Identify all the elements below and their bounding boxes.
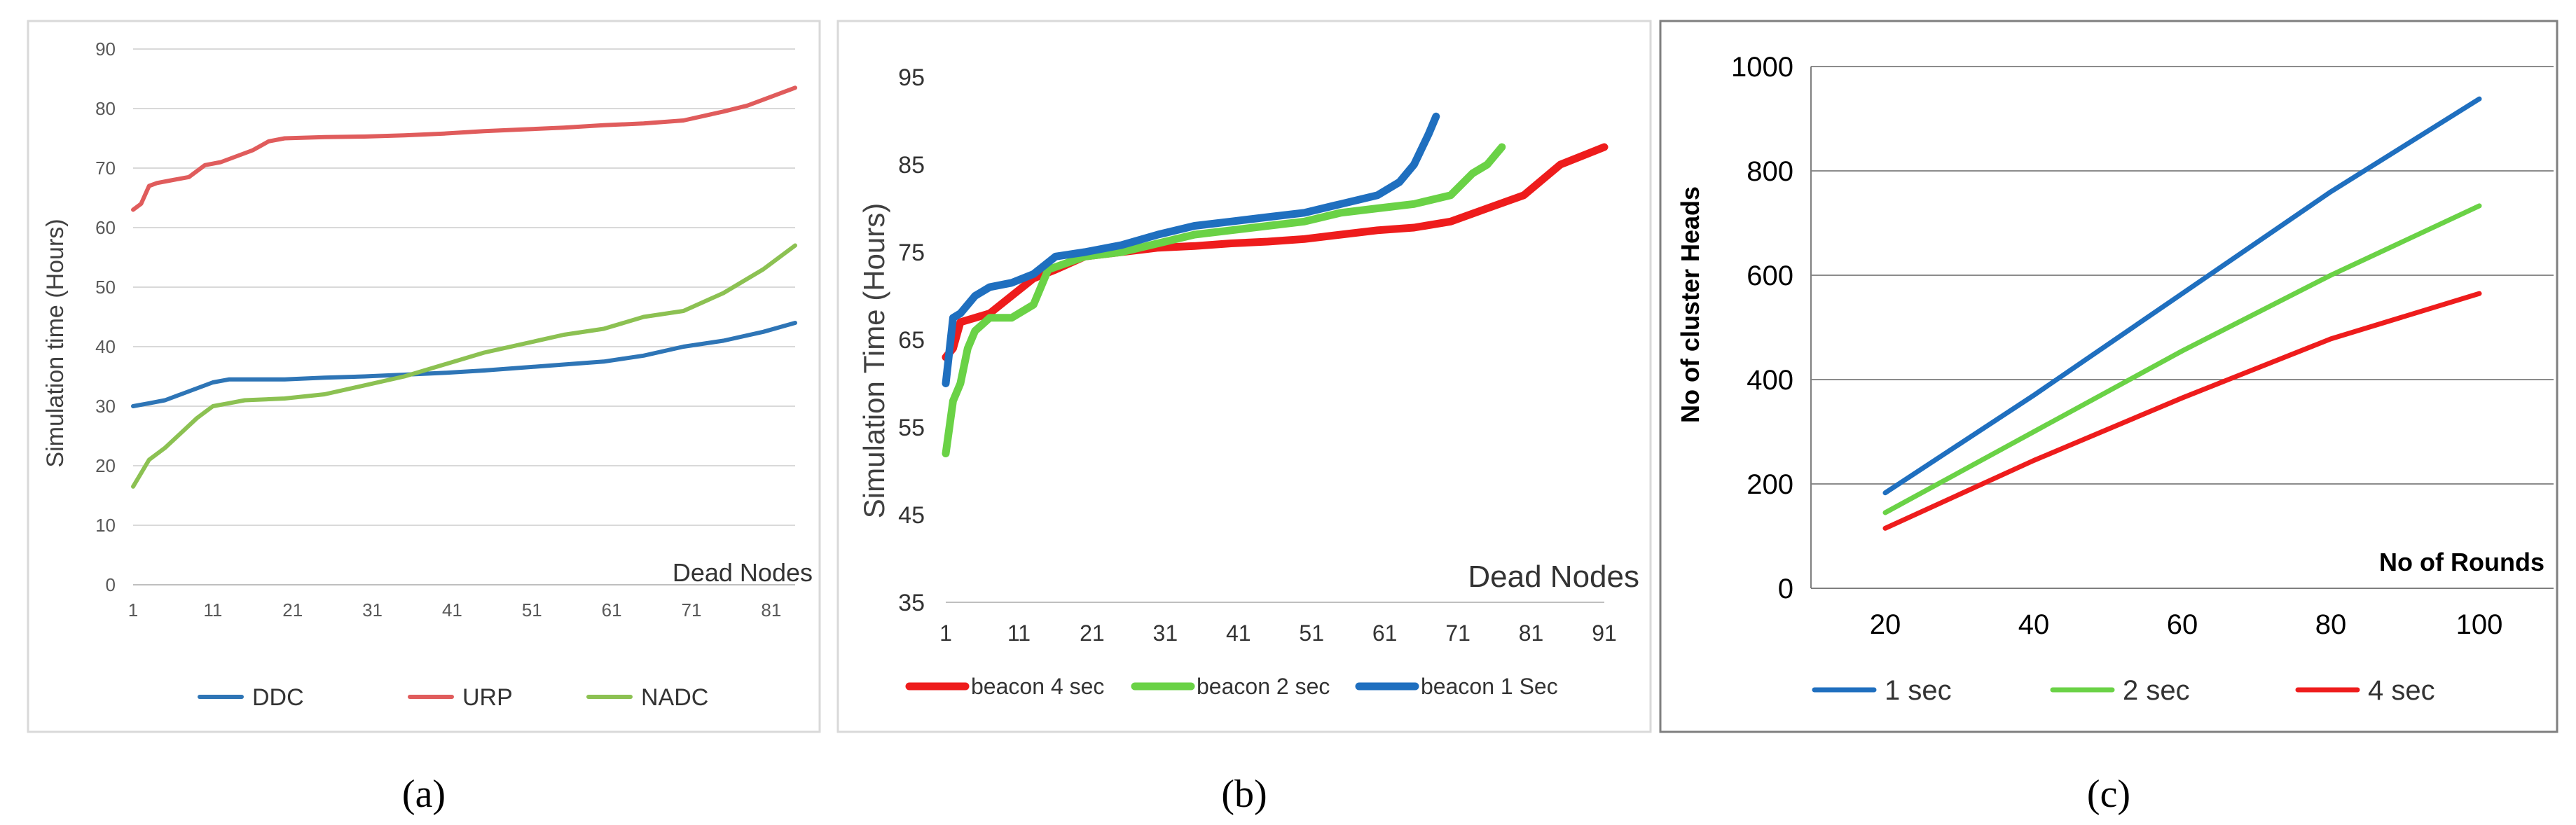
panel-a-series-ddc bbox=[131, 321, 797, 408]
panel-b-xtick-label: 31 bbox=[1153, 621, 1178, 646]
panel-a-ytick-label: 30 bbox=[95, 396, 116, 417]
panel-b-series-beacon-2-sec bbox=[942, 143, 1506, 457]
panel-b-xlabel: Dead Nodes bbox=[1468, 560, 1639, 594]
panel-b-xtick-label: 41 bbox=[1226, 621, 1251, 646]
panel-b-legend-label: beacon 2 sec bbox=[1197, 674, 1330, 699]
panel-b-xtick-label: 11 bbox=[1007, 621, 1031, 646]
panel-c-xtick-label: 80 bbox=[2315, 609, 2347, 640]
panel-c-series-1-sec bbox=[1882, 96, 2482, 496]
panel-a-ytick-label: 60 bbox=[95, 217, 116, 238]
panel-c-series-4-sec bbox=[1882, 291, 2482, 531]
caption-b: (b) bbox=[1221, 772, 1267, 816]
panel-b-series-beacon-4-sec bbox=[942, 143, 1609, 361]
panel-c-ylabel: No of cluster Heads bbox=[1676, 186, 1704, 423]
panel-b-ytick-label: 85 bbox=[898, 152, 925, 179]
panel-c-ytick-label: 400 bbox=[1747, 365, 1793, 396]
panel-a-ytick-label: 10 bbox=[95, 515, 116, 536]
panel-a-xtick-label: 31 bbox=[362, 599, 383, 621]
panel-b-legend-label: beacon 1 Sec bbox=[1421, 674, 1558, 699]
panel-b-legend-label: beacon 4 sec bbox=[971, 674, 1104, 699]
panel-b-ytick-label: 45 bbox=[898, 502, 925, 529]
panel-b-ytick-label: 35 bbox=[898, 590, 925, 616]
panel-c-legend-label: 2 sec bbox=[2123, 675, 2190, 706]
panel-a-series-nadc bbox=[131, 243, 797, 489]
panel-a-xtick-label: 41 bbox=[442, 599, 462, 621]
panel-b-xtick-label: 51 bbox=[1299, 621, 1324, 646]
panel-a-xlabel: Dead Nodes bbox=[673, 558, 813, 587]
panel-a-ytick-label: 20 bbox=[95, 455, 116, 476]
panel-a-frame bbox=[27, 20, 821, 733]
panel-c-xtick-label: 40 bbox=[2018, 609, 2050, 640]
panel-c-xtick-label: 20 bbox=[1870, 609, 1901, 640]
panel-b-xtick-label: 71 bbox=[1445, 621, 1470, 646]
panel-a-xtick-label: 61 bbox=[602, 599, 622, 621]
panel-b-ytick-label: 75 bbox=[898, 240, 925, 266]
panel-c-ytick-label: 0 bbox=[1778, 574, 1793, 604]
panel-a-xtick-label: 1 bbox=[128, 599, 138, 621]
panel-c-xlabel: No of Rounds bbox=[2379, 548, 2544, 576]
panel-b-series-beacon-1-sec bbox=[942, 112, 1440, 387]
panel-a-legend-label: DDC bbox=[252, 684, 304, 711]
panel-c-legend-label: 4 sec bbox=[2368, 675, 2435, 706]
panel-a-xtick-label: 81 bbox=[761, 599, 781, 621]
caption-a: (a) bbox=[402, 772, 446, 816]
panel-c-series-2-sec bbox=[1882, 203, 2482, 515]
panel-b-frame bbox=[836, 20, 1652, 733]
panel-a-xtick-label: 21 bbox=[282, 599, 303, 621]
panel-b-xtick-label: 61 bbox=[1372, 621, 1398, 646]
panel-a-legend-label: URP bbox=[462, 684, 513, 711]
panel-a-ytick-label: 80 bbox=[95, 98, 116, 119]
panel-b-ylabel: Simulation Time (Hours) bbox=[857, 203, 890, 518]
panel-a-xtick-label: 11 bbox=[203, 599, 222, 621]
caption-c: (c) bbox=[2087, 772, 2130, 816]
panel-a-xtick-label: 71 bbox=[682, 599, 702, 621]
panel-a-ytick-label: 90 bbox=[95, 39, 116, 60]
panel-b-xtick-label: 21 bbox=[1080, 621, 1105, 646]
panel-c-legend-label: 1 sec bbox=[1885, 675, 1952, 706]
panel-b-ytick-label: 55 bbox=[898, 415, 925, 441]
panel-c-ytick-label: 600 bbox=[1747, 261, 1793, 291]
panel-b-ytick-label: 65 bbox=[898, 327, 925, 354]
panel-a-series-urp bbox=[131, 85, 797, 212]
panel-c-ytick-label: 1000 bbox=[1731, 52, 1793, 83]
panel-c-ytick-label: 200 bbox=[1747, 469, 1793, 500]
panel-a-ytick-label: 0 bbox=[106, 574, 116, 595]
panel-c-xtick-label: 60 bbox=[2167, 609, 2198, 640]
panel-c-frame bbox=[1659, 20, 2558, 733]
panel-a-ytick-label: 70 bbox=[95, 158, 116, 179]
panel-b-xtick-label: 91 bbox=[1592, 621, 1617, 646]
panel-a-ytick-label: 50 bbox=[95, 277, 116, 298]
panel-b-ytick-label: 95 bbox=[898, 64, 925, 91]
panel-c-ytick-label: 800 bbox=[1747, 156, 1793, 187]
panel-a-legend-label: NADC bbox=[641, 684, 708, 711]
panel-c-xtick-label: 100 bbox=[2456, 609, 2503, 640]
panel-a-xtick-label: 51 bbox=[522, 599, 542, 621]
panel-a-ytick-label: 40 bbox=[95, 336, 116, 357]
panel-b-xtick-label: 81 bbox=[1519, 621, 1544, 646]
panel-b-xtick-label: 1 bbox=[939, 621, 952, 646]
panel-a-ylabel: Simulation time (Hours) bbox=[42, 219, 69, 467]
